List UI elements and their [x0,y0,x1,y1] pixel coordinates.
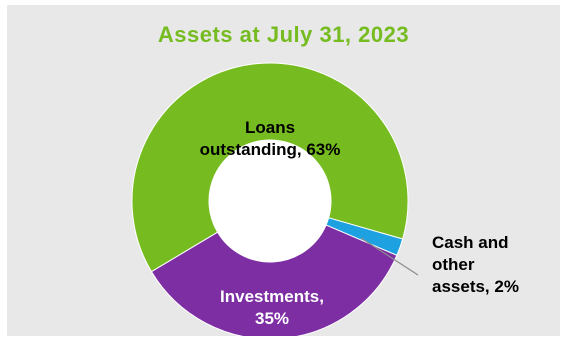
label-line: Loans [245,118,295,137]
chart-panel: Assets at July 31, 2023 Loans outstanding… [7,5,560,336]
label-line: 35% [255,309,289,328]
label-line: assets, 2% [432,277,519,296]
label-cash-and-other-assets: Cash and other assets, 2% [432,233,519,296]
donut-chart: Loans outstanding, 63% Cash and other assets… [131,62,519,336]
label-line: outstanding, 63% [200,140,341,159]
chart-title: Assets at July 31, 2023 [157,22,410,47]
leader-line-cash [360,237,419,276]
label-investments: Investments, 35% [220,287,324,328]
label-line: other [432,255,475,274]
label-loans-outstanding: Loans outstanding, 63% [200,118,341,159]
label-line: Cash and [432,233,509,252]
donut-hole [209,140,331,262]
label-line: Investments, [220,287,324,306]
